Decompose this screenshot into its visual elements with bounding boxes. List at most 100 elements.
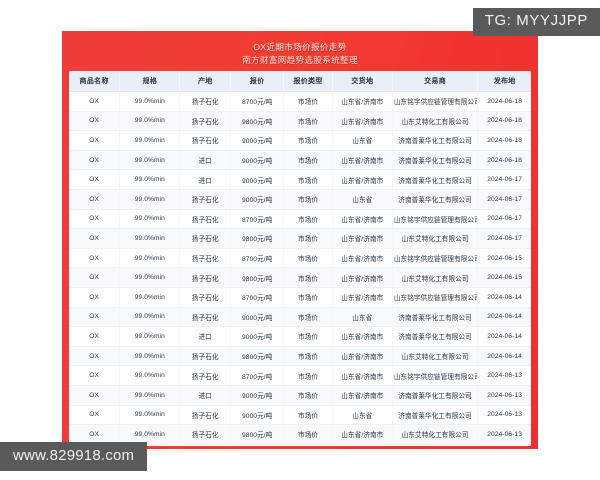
cell-origin: 进口 [179,326,232,347]
table-row[interactable]: OX 99.0%min 扬子石化 9000元/吨 市场价 山东省 济南普莱华化工有限公司 20… [69,189,531,210]
cell-publish-date: 2024-06-14 [477,326,531,347]
col-header-spec[interactable]: 规格 [119,71,181,92]
cell-product: OX [69,307,121,328]
cell-publish-date: 2024-06-18 [477,111,531,132]
cell-spec: 99.0%min [119,365,181,386]
cell-origin: 扬子石化 [179,424,232,445]
cell-price-type: 市场价 [283,307,333,328]
cell-origin: 扬子石化 [179,346,232,367]
cell-trader: 山东艾特化工有限公司 [392,228,479,249]
table-row[interactable]: OX 99.0%min 扬子石化 8700元/吨 市场价 山东省/济南市 山东铭宇供应链管理… [69,287,531,308]
cell-origin: 进口 [179,150,232,171]
cell-origin: 进口 [179,385,232,406]
table-row[interactable]: OX 99.0%min 扬子石化 9000元/吨 市场价 山东省 济南普莱华化工有限公司 20… [69,130,531,151]
cell-delivery: 山东省 [332,307,393,328]
cell-price: 9000元/吨 [230,385,285,406]
table-row[interactable]: OX 99.0%min 进口 9000元/吨 市场价 山东省/济南市 济南普莱华化工有限公司… [69,150,531,171]
cell-product: OX [69,365,121,386]
col-header-trader[interactable]: 交易商 [392,71,479,92]
cell-trader: 济南普莱华化工有限公司 [392,150,479,171]
col-header-publish-date[interactable]: 发布地 [477,71,531,92]
cell-publish-date: 2024-06-13 [477,405,531,426]
cell-product: OX [69,130,121,151]
cell-publish-date: 2024-06-15 [477,248,531,269]
table-row[interactable]: OX 99.0%min 扬子石化 8700元/吨 市场价 山东省/济南市 山东铭宇供应链管理… [69,365,531,386]
table-row[interactable]: OX 99.0%min 扬子石化 8700元/吨 市场价 山东省/济南市 山东铭宇供应链管理… [69,91,531,112]
table-row[interactable]: OX 99.0%min 扬子石化 9000元/吨 市场价 山东省 济南普莱华化工有限公司 20… [69,405,531,426]
table-row[interactable]: OX 99.0%min 扬子石化 8700元/吨 市场价 山东省/济南市 山东铭宇供应链管理… [69,248,531,269]
cell-spec: 99.0%min [119,326,181,347]
cell-publish-date: 2024-06-13 [477,365,531,386]
site-watermark-badge: www.829918.com [0,441,148,471]
table-row[interactable]: OX 99.0%min 进口 9000元/吨 市场价 山东省/济南市 济南普莱华化工有限公司… [69,326,531,347]
cell-product: OX [69,111,121,132]
cell-trader: 济南普莱华化工有限公司 [392,130,479,151]
cell-price: 8700元/吨 [230,287,285,308]
cell-delivery: 山东省/济南市 [332,424,393,445]
cell-price: 9800元/吨 [230,346,285,367]
cell-price-type: 市场价 [283,169,333,190]
table-header-row: 商品名称 规格 产地 报价 报价类型 交货地 交易商 发布地 [69,71,531,92]
col-header-price-type[interactable]: 报价类型 [283,71,333,92]
cell-trader: 济南普莱华化工有限公司 [392,169,479,190]
cell-price-type: 市场价 [283,365,333,386]
cell-trader: 山东艾特化工有限公司 [392,111,479,132]
cell-product: OX [69,189,121,210]
cell-trader: 山东铭宇供应链管理有限公司 [392,365,479,386]
cell-publish-date: 2024-06-14 [477,307,531,328]
cell-delivery: 山东省 [332,189,393,210]
cell-price: 9000元/吨 [230,405,285,426]
table-row[interactable]: OX 99.0%min 扬子石化 8700元/吨 市场价 山东省/济南市 山东铭宇供应链管理… [69,209,531,230]
col-header-origin[interactable]: 产地 [179,71,232,92]
cell-publish-date: 2024-06-17 [477,228,531,249]
cell-spec: 99.0%min [119,111,181,132]
cell-product: OX [69,150,121,171]
table-row[interactable]: OX 99.0%min 进口 9000元/吨 市场价 山东省/济南市 济南普莱华化工有限公司… [69,385,531,406]
cell-price-type: 市场价 [283,150,333,171]
cell-product: OX [69,209,121,230]
cell-trader: 山东铭宇供应链管理有限公司 [392,209,479,230]
cell-delivery: 山东省/济南市 [332,248,393,269]
cell-trader: 济南普莱华化工有限公司 [392,307,479,328]
table-row[interactable]: OX 99.0%min 扬子石化 9800元/吨 市场价 山东省/济南市 山东艾特化工有限公… [69,267,531,288]
col-header-delivery[interactable]: 交货地 [332,71,393,92]
table-row[interactable]: OX 99.0%min 扬子石化 9800元/吨 市场价 山东省/济南市 山东艾特化工有限公… [69,111,531,132]
cell-delivery: 山东省/济南市 [332,346,393,367]
cell-price-type: 市场价 [283,405,333,426]
cell-spec: 99.0%min [119,150,181,171]
cell-publish-date: 2024-06-17 [477,209,531,230]
cell-publish-date: 2024-06-14 [477,287,531,308]
col-header-price[interactable]: 报价 [230,71,285,92]
cell-price-type: 市场价 [283,189,333,210]
cell-spec: 99.0%min [119,267,181,288]
cell-spec: 99.0%min [119,130,181,151]
table-row[interactable]: OX 99.0%min 扬子石化 9800元/吨 市场价 山东省/济南市 山东艾特化工有限公… [69,228,531,249]
cell-price-type: 市场价 [283,111,333,132]
cell-trader: 济南普莱华化工有限公司 [392,326,479,347]
card-title-line2: 南方财富网趋势选股系统整理 [242,55,358,65]
cell-spec: 99.0%min [119,346,181,367]
table-row[interactable]: OX 99.0%min 进口 9000元/吨 市场价 山东省/济南市 济南普莱华化工有限公司… [69,169,531,190]
table-row[interactable]: OX 99.0%min 扬子石化 9000元/吨 市场价 山东省 济南普莱华化工有限公司 20… [69,307,531,328]
cell-price: 9000元/吨 [230,326,285,347]
cell-trader: 山东铭宇供应链管理有限公司 [392,248,479,269]
cell-price-type: 市场价 [283,248,333,269]
cell-delivery: 山东省/济南市 [332,209,393,230]
cell-trader: 山东铭宇供应链管理有限公司 [392,287,479,308]
cell-origin: 扬子石化 [179,189,232,210]
cell-origin: 扬子石化 [179,248,232,269]
table-row[interactable]: OX 99.0%min 扬子石化 9800元/吨 市场价 山东省/济南市 山东艾特化工有限公… [69,424,531,445]
cell-delivery: 山东省/济南市 [332,91,393,112]
table-row[interactable]: OX 99.0%min 扬子石化 9800元/吨 市场价 山东省/济南市 山东艾特化工有限公… [69,346,531,367]
cell-price: 9000元/吨 [230,130,285,151]
cell-price: 8700元/吨 [230,91,285,112]
cell-origin: 扬子石化 [179,405,232,426]
cell-delivery: 山东省/济南市 [332,150,393,171]
cell-publish-date: 2024-06-18 [477,91,531,112]
col-header-product[interactable]: 商品名称 [69,71,121,92]
table-panel: 南方财富网 南方财富网 商品名称 规格 产地 报价 报价类型 交货地 交易商 [69,71,531,446]
cell-spec: 99.0%min [119,248,181,269]
cell-origin: 扬子石化 [179,228,232,249]
cell-price-type: 市场价 [283,267,333,288]
cell-price: 9000元/吨 [230,150,285,171]
